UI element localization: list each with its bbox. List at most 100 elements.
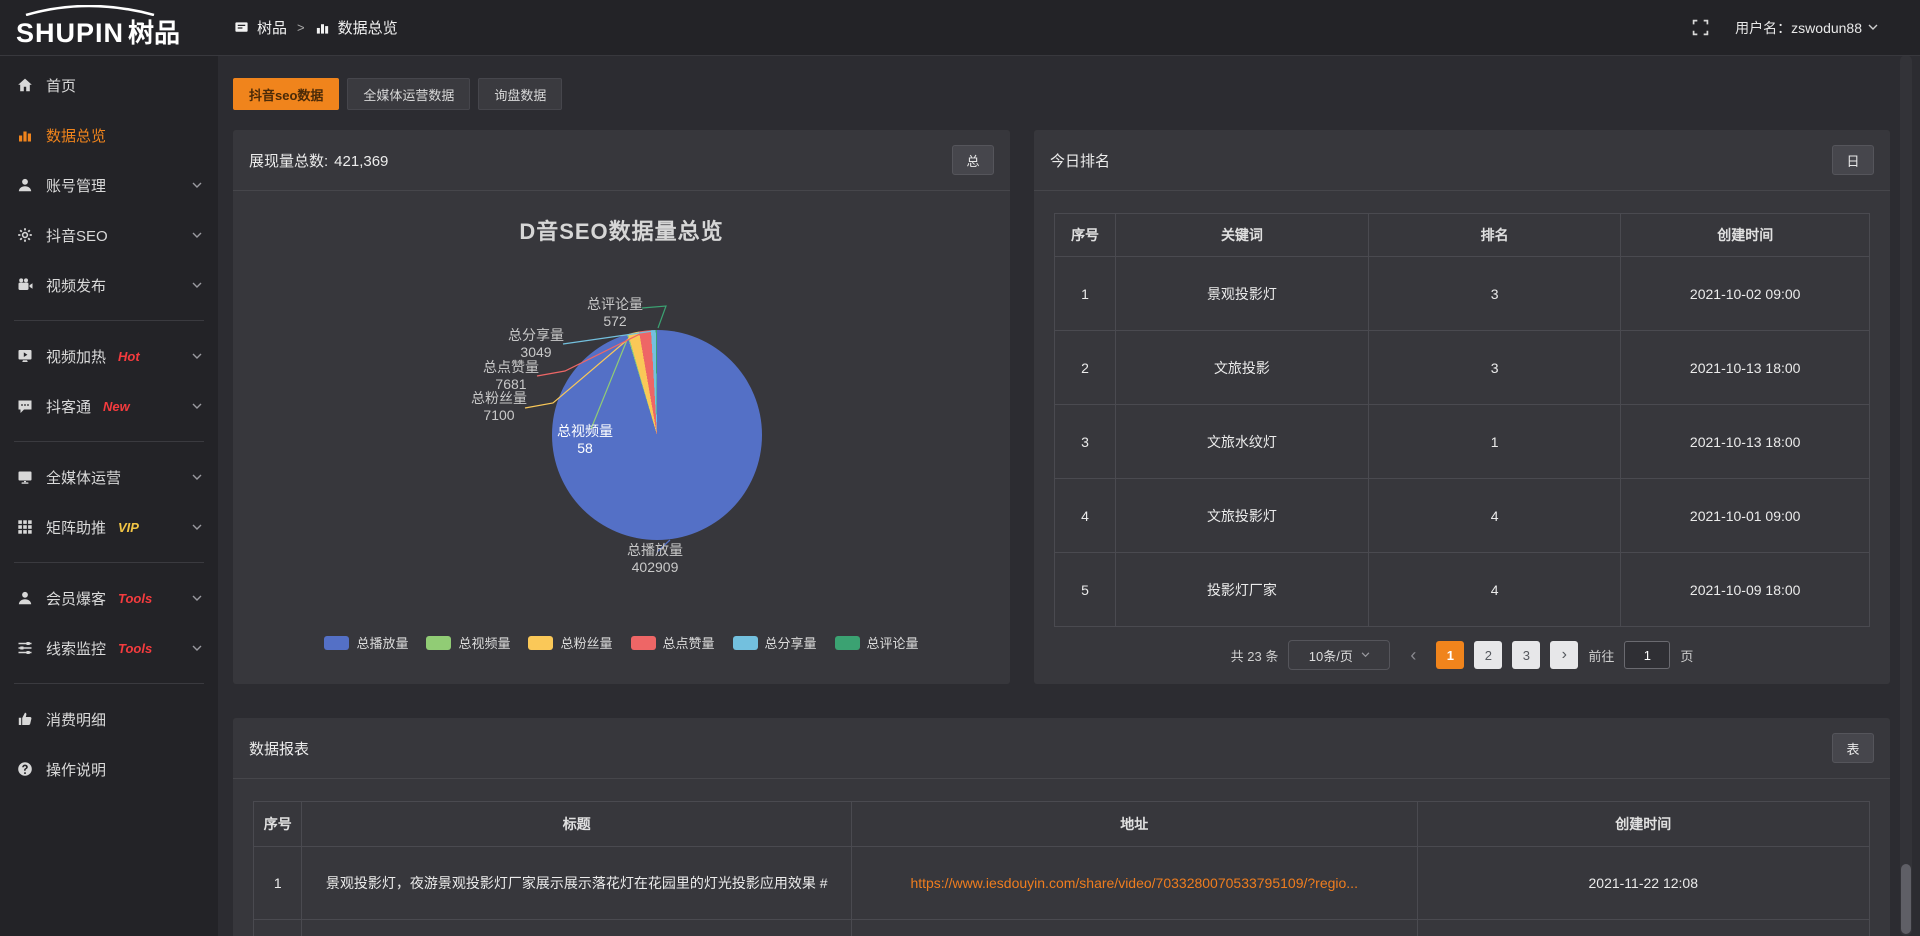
total-mode-button[interactable]: 总 [952,145,994,175]
sidebar-item-lead-monitor[interactable]: 线索监控 Tools [0,623,218,673]
legend-chip [324,635,350,650]
chat-icon [16,398,33,415]
sidebar-item-video-heat[interactable]: 视频加热 Hot [0,331,218,381]
legend-item-likes[interactable]: 总点赞量 [630,633,715,652]
chevron-down-icon [1361,652,1370,658]
table-row: 4 文旅投影灯 4 2021-10-01 09:00 [1053,478,1870,553]
table-row: 5 投影灯厂家 4 2021-10-09 18:00 [1053,552,1870,627]
grid-icon [16,519,33,536]
thumb-up-icon [16,711,33,728]
legend-item-fans[interactable]: 总粉丝量 [528,633,613,652]
pie-label-plays: 总播放量 402909 [627,542,683,575]
pie-label-comments: 总评论量 572 [587,296,643,329]
top-header: SHUPIN 树品 树品 > 数据总览 用户名：zswodun88 [0,0,1920,56]
sidebar-item-video-publish[interactable]: 视频发布 [0,260,218,310]
table-header-row: 序号 标题 地址 创建时间 [252,801,1870,847]
seo-chart-card: 展现量总数: 421,369 总 D音SEO数据量总览 [233,130,1010,684]
sidebar: 首页 数据总览 账号管理 抖音SEO 视频发布 [0,55,218,936]
page-scrollbar [1900,55,1912,936]
chevron-down-icon [192,282,202,288]
chevron-down-icon [192,595,202,601]
breadcrumb-item-home[interactable]: 树品 [257,20,288,37]
tab-media-ops-data[interactable]: 全媒体运营数据 [347,78,471,110]
sidebar-item-douketong[interactable]: 抖客通 New [0,381,218,431]
pie-label-fans: 总粉丝量 7100 [471,390,527,423]
pie-label-videos: 总视频量 58 [557,423,613,456]
sidebar-divider [14,441,204,442]
scrollbar-thumb[interactable] [1901,864,1911,934]
page-button-1[interactable]: 1 [1436,641,1465,669]
sliders-icon [16,640,33,657]
logo: SHUPIN 树品 [0,5,218,50]
sidebar-item-data-overview[interactable]: 数据总览 [0,110,218,160]
sidebar-item-home[interactable]: 首页 [0,60,218,110]
pie-chart-area: D音SEO数据量总览 总评论量 572 总分享量 3049 [233,191,1010,684]
tools-badge: Tools [118,640,153,656]
sidebar-divider [14,562,204,563]
chevron-down-icon [192,232,202,238]
video-link[interactable]: https://www.iesdouyin.com/share/video/70… [910,875,1358,891]
legend-item-plays[interactable]: 总播放量 [324,633,408,652]
legend-item-shares[interactable]: 总分享量 [732,633,817,652]
question-icon [16,761,33,778]
video-camera-icon [16,277,33,294]
table-header-row: 序号 关键词 排名 创建时间 [1053,213,1870,257]
legend-chip [528,635,554,650]
data-tabs: 抖音seo数据 全媒体运营数据 询盘数据 [233,78,563,110]
bar-chart-icon [316,24,328,34]
monitor-play-icon [16,348,33,365]
legend-chip [426,635,452,650]
chevron-down-icon [192,524,202,530]
sidebar-item-douyin-seo[interactable]: 抖音SEO [0,210,218,260]
tools-badge: Tools [118,590,153,606]
legend-item-comments[interactable]: 总评论量 [834,633,919,652]
today-ranking-card: 今日排名 日 序号 关键词 排名 创建时间 [1034,130,1890,684]
total-count: 共 23 条 [1230,648,1279,664]
chevron-down-icon [192,403,202,409]
report-card-title: 数据报表 [249,740,310,758]
legend-chip [834,635,860,650]
goto-label: 前往 [1588,648,1615,664]
logo-arc [25,5,155,16]
pagination: 共 23 条 10条/页 ‹ 1 2 3 › 前往 1 页 [1054,640,1870,670]
chevron-down-icon [192,645,202,651]
prev-page-button[interactable]: ‹ [1400,641,1426,669]
page-button-3[interactable]: 3 [1512,641,1541,669]
chart-title: D音SEO数据量总览 [519,219,724,244]
fullscreen-icon[interactable] [1692,19,1709,36]
gear-icon [16,227,33,244]
sidebar-item-instructions[interactable]: 操作说明 [0,744,218,794]
table-mode-button[interactable]: 表 [1832,733,1874,763]
tab-inquiry-data[interactable]: 询盘数据 [478,78,563,110]
home-icon [16,77,33,94]
logo-text-en: SHUPIN [16,18,125,48]
tab-douyin-seo-data[interactable]: 抖音seo数据 [233,78,340,110]
app-icon [235,22,248,32]
sidebar-item-account[interactable]: 账号管理 [0,160,218,210]
page-button-2[interactable]: 2 [1474,641,1503,669]
breadcrumb-separator: > [297,20,305,35]
report-table: 序号 标题 地址 创建时间 1 景观投影灯，夜游景观投影灯厂家展示展示落花灯在花… [252,801,1870,936]
impressions-label: 展现量总数: [249,152,329,170]
pie-label-shares: 总分享量 3049 [508,327,564,360]
user-menu[interactable]: 用户名：zswodun88 [1735,18,1878,38]
monitor-icon [16,469,33,486]
day-mode-button[interactable]: 日 [1832,145,1874,175]
user-icon [16,590,33,607]
chevron-down-icon [192,474,202,480]
header-actions: 用户名：zswodun88 [1692,18,1920,38]
chevron-down-icon [192,353,202,359]
chart-legend: 总播放量 总视频量 总粉丝量 总点赞量 [233,633,1010,652]
goto-page-input[interactable]: 1 [1624,641,1671,669]
sidebar-item-matrix-boost[interactable]: 矩阵助推 VIP [0,502,218,552]
table-row: 3 文旅水纹灯 1 2021-10-13 18:00 [1053,404,1870,479]
page-size-select[interactable]: 10条/页 [1288,640,1391,670]
table-row-partial [252,919,1870,936]
sidebar-item-consumption[interactable]: 消费明细 [0,694,218,744]
table-row: 1 景观投影灯 3 2021-10-02 09:00 [1053,256,1870,331]
sidebar-item-member-baoke[interactable]: 会员爆客 Tools [0,573,218,623]
sidebar-item-media-ops[interactable]: 全媒体运营 [0,452,218,502]
legend-item-videos[interactable]: 总视频量 [426,633,510,652]
next-page-button[interactable]: › [1550,641,1579,669]
user-icon [16,177,33,194]
